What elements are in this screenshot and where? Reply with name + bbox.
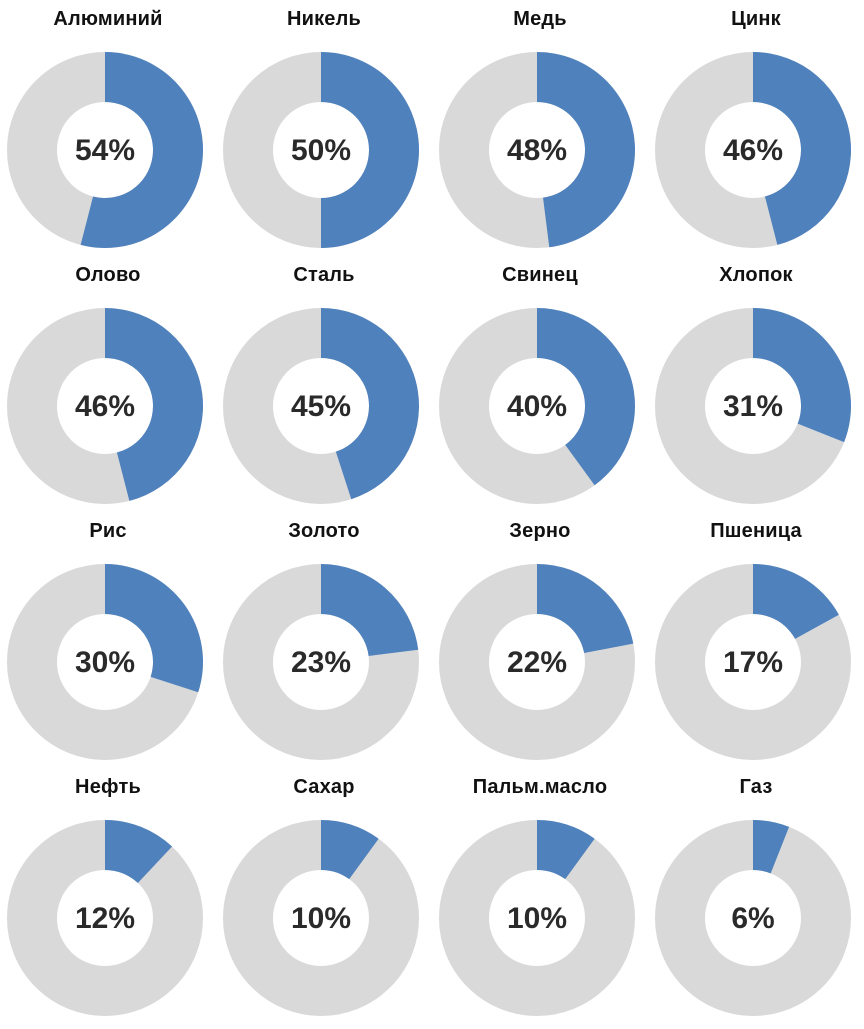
donut: 12% xyxy=(0,812,216,1024)
donut-svg: 17% xyxy=(655,564,851,760)
value-segment xyxy=(105,820,173,884)
donut-cell: Золото 23% xyxy=(216,512,432,768)
percent-label: 12% xyxy=(75,902,135,935)
donut-cell: Цинк 46% xyxy=(648,0,864,256)
donut-svg: 50% xyxy=(223,52,419,248)
donut-cell: Пальм.масло 10% xyxy=(432,768,648,1024)
donut-svg: 46% xyxy=(655,52,851,248)
donut-svg: 31% xyxy=(655,308,851,504)
donut-title: Никель xyxy=(286,8,362,30)
percent-label: 17% xyxy=(723,646,783,679)
percent-label: 30% xyxy=(75,646,135,679)
donut: 48% xyxy=(432,44,648,256)
donut-svg: 54% xyxy=(7,52,204,248)
donut-svg: 46% xyxy=(7,308,203,504)
donut: 30% xyxy=(0,556,216,768)
donut-cell: Рис 30% xyxy=(0,512,216,768)
donut-svg: 40% xyxy=(439,308,635,504)
donut-cell: Медь 48% xyxy=(432,0,648,256)
donut-title: Золото xyxy=(288,520,360,542)
value-segment xyxy=(537,820,595,880)
donut: 22% xyxy=(432,556,648,768)
donut-title: Олово xyxy=(75,264,141,286)
donut-cell: Хлопок 31% xyxy=(648,256,864,512)
donut-cell: Нефть 12% xyxy=(0,768,216,1024)
donut-cell: Алюминий 54% xyxy=(0,0,216,256)
donut-svg: 45% xyxy=(223,308,419,504)
percent-label: 23% xyxy=(291,646,351,679)
value-segment xyxy=(753,308,851,443)
donut-title: Медь xyxy=(513,8,567,30)
donut: 10% xyxy=(432,812,648,1024)
percent-label: 6% xyxy=(731,902,774,935)
percent-label: 40% xyxy=(507,390,567,423)
donut-title: Алюминий xyxy=(53,8,163,30)
donut-cell: Свинец 40% xyxy=(432,256,648,512)
donut: 31% xyxy=(648,300,864,512)
donut-svg: 30% xyxy=(7,564,203,760)
donut-cell: Зерно 22% xyxy=(432,512,648,768)
value-segment xyxy=(105,564,203,693)
donut-title: Зерно xyxy=(509,520,571,542)
donut: 10% xyxy=(216,812,432,1024)
donut: 40% xyxy=(432,300,648,512)
percent-label: 45% xyxy=(291,390,351,423)
value-segment xyxy=(80,52,204,248)
value-segment xyxy=(537,52,635,248)
donut-svg: 6% xyxy=(655,820,851,1016)
donut-cell: Сахар 10% xyxy=(216,768,432,1024)
donut: 54% xyxy=(0,44,216,256)
percent-label: 10% xyxy=(291,902,351,935)
value-segment xyxy=(321,820,379,880)
value-segment xyxy=(537,308,635,486)
donut-cell: Олово 46% xyxy=(0,256,216,512)
donut: 6% xyxy=(648,812,864,1024)
donut-title: Сахар xyxy=(293,776,355,798)
value-segment xyxy=(321,52,419,248)
donut: 23% xyxy=(216,556,432,768)
donut: 17% xyxy=(648,556,864,768)
percent-label: 46% xyxy=(723,134,783,167)
donut-cell: Сталь 45% xyxy=(216,256,432,512)
donut-title: Нефть xyxy=(75,776,141,798)
donut: 46% xyxy=(648,44,864,256)
donut-svg: 10% xyxy=(223,820,419,1016)
donut-svg: 48% xyxy=(439,52,635,248)
donut-svg: 23% xyxy=(223,564,419,760)
value-segment xyxy=(753,564,839,639)
donut-cell: Газ 6% xyxy=(648,768,864,1024)
donut-title: Сталь xyxy=(293,264,355,286)
donut-cell: Пшеница 17% xyxy=(648,512,864,768)
value-segment xyxy=(537,564,634,654)
value-segment xyxy=(321,308,419,500)
donut: 46% xyxy=(0,300,216,512)
value-segment xyxy=(321,564,419,656)
donut-svg: 22% xyxy=(439,564,635,760)
donut-title: Пальм.масло xyxy=(472,776,608,798)
percent-label: 54% xyxy=(75,134,135,167)
donut-title: Свинец xyxy=(502,264,578,286)
donut: 50% xyxy=(216,44,432,256)
percent-label: 22% xyxy=(507,646,567,679)
percent-label: 10% xyxy=(507,902,567,935)
donut-title: Хлопок xyxy=(719,264,793,286)
value-segment xyxy=(753,820,790,874)
donut: 45% xyxy=(216,300,432,512)
donut-svg: 10% xyxy=(439,820,635,1016)
donut-svg: 12% xyxy=(7,820,203,1016)
value-segment xyxy=(753,52,851,245)
value-segment xyxy=(105,308,203,501)
percent-label: 50% xyxy=(291,134,351,167)
donut-cell: Никель 50% xyxy=(216,0,432,256)
percent-label: 48% xyxy=(507,134,567,167)
donut-title: Цинк xyxy=(731,8,781,30)
donut-title: Газ xyxy=(739,776,773,798)
donut-title: Рис xyxy=(89,520,127,542)
donut-title: Пшеница xyxy=(710,520,802,542)
percent-label: 46% xyxy=(75,390,135,423)
percent-label: 31% xyxy=(723,390,783,423)
